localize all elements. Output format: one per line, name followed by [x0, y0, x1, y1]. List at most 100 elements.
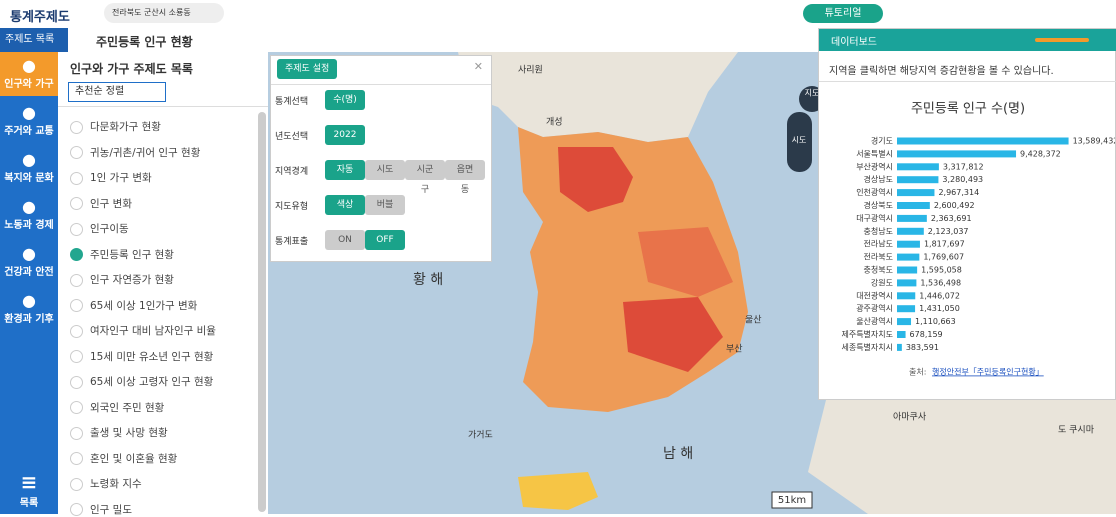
theme-item[interactable]: 노령화 지수 — [70, 476, 142, 491]
tutorial-button[interactable]: 튜토리얼 — [803, 4, 883, 23]
map-control-label[interactable]: 시도 — [792, 136, 807, 145]
divider — [271, 84, 491, 85]
category-label: 울산광역시 — [856, 316, 893, 326]
info-text: 지역을 클릭하면 해당지역 증감현황을 볼 수 있습니다. — [829, 66, 1054, 77]
category-label: 강원도 — [871, 277, 893, 287]
category-label: 서울특별시 — [856, 148, 893, 158]
zoom-control[interactable] — [787, 112, 812, 172]
check-icon — [70, 324, 83, 338]
breadcrumb: 주민등록 인구 현황 — [96, 35, 193, 49]
theme-label: 혼인 및 이혼율 현황 — [90, 452, 178, 465]
setting-option[interactable]: 시군구 — [405, 160, 445, 195]
value-label: 3,280,493 — [942, 175, 983, 184]
theme-label: 귀농/귀촌/귀어 인구 현황 — [90, 146, 201, 159]
check-icon — [70, 477, 83, 491]
source-link[interactable]: 행정안전부「주민등록인구현황」 — [932, 367, 1044, 377]
sidebar-item[interactable]: ● 노동과 경제 — [0, 193, 58, 237]
opacity-slider[interactable] — [1035, 38, 1089, 42]
check-icon — [70, 146, 83, 159]
theme-item[interactable]: 65세 이상 고령자 인구 현황 — [70, 374, 213, 389]
setting-label: 통계선택 — [275, 97, 309, 107]
setting-option[interactable]: OFF — [365, 230, 405, 250]
theme-item[interactable]: 혼인 및 이혼율 현황 — [70, 451, 177, 466]
theme-label: 15세 미만 유소년 인구 현황 — [90, 350, 214, 363]
map-label: 도 쿠시마 — [1058, 425, 1095, 436]
theme-item[interactable]: 다문화가구 현황 — [70, 119, 161, 134]
chart-title: 주민등록 인구 수(명) — [911, 102, 1025, 117]
theme-label: 인구 밀도 — [90, 503, 132, 516]
sidebar-icon: ● — [22, 291, 36, 310]
theme-label: 인구 자연증가 현황 — [90, 274, 174, 286]
map-control-label[interactable]: 지도 — [805, 89, 820, 98]
check-icon — [70, 222, 83, 236]
setting-option[interactable]: 수(명) — [325, 90, 365, 110]
theme-label: 주민등록 인구 현황 — [90, 248, 174, 261]
theme-item[interactable]: 외국인 주민 현황 — [70, 400, 164, 415]
bar — [897, 176, 939, 184]
setting-option[interactable]: ON — [325, 230, 365, 250]
sort-select[interactable]: 추천순 정렬 — [68, 82, 166, 102]
sidebar-icon: ● — [22, 56, 36, 75]
check-icon — [70, 120, 83, 134]
map-label: 사리원 — [518, 65, 543, 76]
theme-item[interactable]: 주민등록 인구 현황 — [70, 247, 174, 262]
theme-item[interactable]: 인구이동 — [70, 221, 129, 236]
check-icon — [70, 273, 83, 287]
menu-title[interactable]: 주제도 목록 — [0, 28, 68, 52]
value-label: 678,159 — [910, 330, 943, 339]
setting-option[interactable]: 2022 — [325, 125, 365, 145]
value-label: 1,769,607 — [923, 253, 964, 262]
north-korea — [458, 52, 738, 142]
sidebar-icon: ● — [22, 150, 36, 169]
setting-label: 년도선택 — [275, 132, 309, 142]
logo[interactable]: 통계주제도 — [10, 10, 70, 25]
map-label: 개성 — [546, 117, 563, 128]
theme-item[interactable]: 귀농/귀촌/귀어 인구 현황 — [70, 145, 200, 160]
theme-label: 1인 가구 변화 — [90, 172, 152, 184]
setting-option[interactable]: 자동 — [325, 160, 365, 180]
value-label: 2,600,492 — [934, 201, 975, 210]
jeju — [518, 472, 598, 510]
theme-item[interactable]: 1인 가구 변화 — [70, 170, 152, 185]
dashboard-header: 데이터보드 — [819, 29, 1116, 51]
setting-option[interactable]: 시도 — [365, 160, 405, 180]
bar — [897, 343, 902, 351]
sidebar-label: 노동과 경제 — [4, 220, 54, 231]
theme-item[interactable]: 15세 미만 유소년 인구 현황 — [70, 349, 213, 364]
sidebar-item[interactable]: ● 주거와 교통 — [0, 99, 58, 143]
list-button[interactable]: ≡ 목록 — [19, 470, 39, 509]
close-icon[interactable]: ✕ — [473, 60, 483, 73]
bar — [897, 163, 939, 171]
theme-label: 65세 이상 고령자 인구 현황 — [90, 376, 214, 388]
setting-option[interactable]: 색상 — [325, 195, 365, 215]
theme-item[interactable]: 인구 자연증가 현황 — [70, 272, 174, 287]
sidebar-icon: ● — [22, 103, 36, 122]
value-label: 2,123,037 — [928, 227, 969, 236]
theme-item[interactable]: 출생 및 사망 현황 — [70, 425, 168, 440]
check-icon — [70, 197, 83, 210]
value-label: 1,817,697 — [924, 240, 965, 249]
setting-option[interactable]: 버블 — [365, 195, 405, 215]
theme-item[interactable]: 여자인구 대비 남자인구 비율 — [70, 323, 216, 338]
category-label: 세종특별자치시 — [841, 342, 893, 352]
dashboard: 데이터보드 지역을 클릭하면 해당지역 증감현황을 볼 수 있습니다. 주민등록… — [818, 28, 1116, 400]
sidebar-item[interactable]: ● 인구와 가구 — [0, 52, 58, 96]
value-label: 1,446,072 — [919, 291, 960, 300]
value-label: 383,591 — [906, 343, 939, 352]
category-label: 광주광역시 — [856, 303, 893, 313]
location-select[interactable]: 전라북도 군산시 소룡동 — [104, 3, 224, 23]
settings-title[interactable]: 주제도 설정 — [277, 59, 338, 79]
sidebar-item[interactable]: ● 복지와 문화 — [0, 146, 58, 190]
sidebar-item[interactable]: ● 환경과 기후 — [0, 287, 58, 331]
theme-label: 인구이동 — [90, 223, 129, 235]
theme-item[interactable]: 인구 밀도 — [70, 502, 132, 517]
theme-item[interactable]: 65세 이상 1인가구 변화 — [70, 298, 197, 313]
check-icon — [70, 401, 83, 414]
sidebar-label: 복지와 문화 — [4, 173, 54, 184]
setting-option[interactable]: 읍면동 — [445, 160, 485, 195]
category-label: 경기도 — [871, 136, 893, 146]
theme-item[interactable]: 인구 변화 — [70, 196, 132, 211]
scrollbar[interactable] — [258, 112, 266, 512]
bar — [897, 189, 935, 197]
sidebar-item[interactable]: ● 건강과 안전 — [0, 240, 58, 284]
